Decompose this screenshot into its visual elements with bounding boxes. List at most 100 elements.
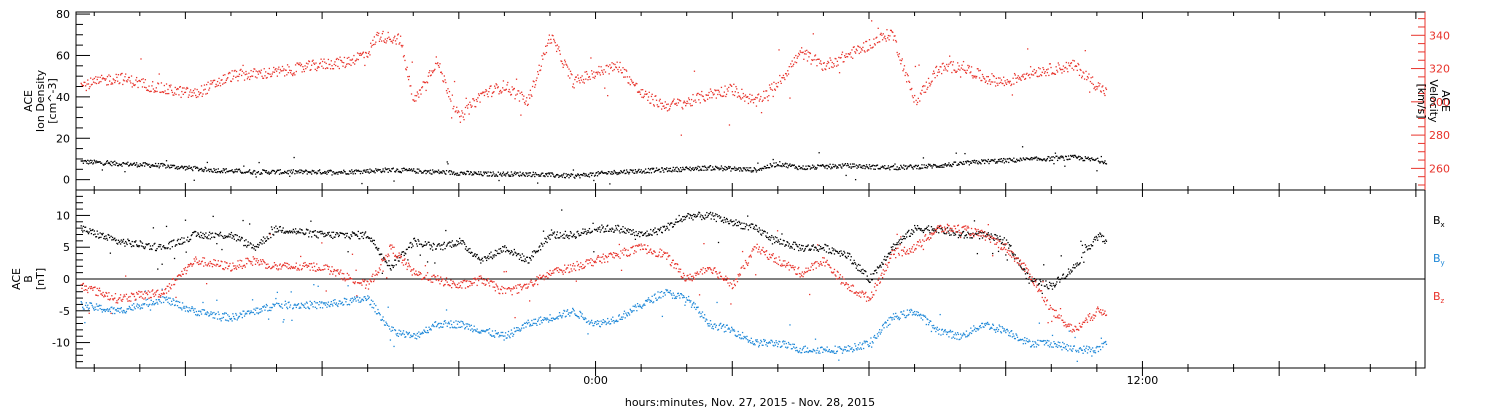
by-series-point xyxy=(222,313,224,315)
bx-series-point xyxy=(334,236,336,238)
velocity-series-point xyxy=(628,82,630,84)
velocity-series-point xyxy=(504,89,506,91)
ion-density-series-point xyxy=(830,168,832,170)
velocity-series-point xyxy=(708,91,710,94)
velocity-series-point xyxy=(970,71,972,73)
ion-density-series-point xyxy=(234,169,236,171)
bx-series-point xyxy=(997,237,999,239)
ion-density-series-point xyxy=(534,172,537,174)
velocity-series-point xyxy=(981,73,984,76)
by-series-point xyxy=(362,299,365,302)
bx-series-point xyxy=(539,245,541,247)
by-series-point xyxy=(431,325,433,327)
ion-density-series-point xyxy=(88,160,90,162)
by-series-point xyxy=(106,309,108,311)
bx-series-point xyxy=(587,229,589,232)
bx-series-point xyxy=(305,228,308,230)
ion-density-series-point xyxy=(173,164,176,167)
ion-density-series-point xyxy=(440,171,443,173)
by-series-point xyxy=(377,308,379,311)
ion-density-series-point xyxy=(1003,162,1006,164)
bx-series-point xyxy=(530,259,532,261)
bx-series-point xyxy=(297,232,299,234)
ion-density-series-point xyxy=(308,171,311,173)
by-series-point xyxy=(437,322,440,325)
by-series-point xyxy=(414,337,416,339)
bx-series-point xyxy=(456,244,459,246)
ion-density-series-point xyxy=(702,165,704,168)
by-series-point xyxy=(153,304,155,306)
by-series-point xyxy=(436,325,438,327)
bx-series-point xyxy=(470,251,472,253)
ion-density-series-point xyxy=(618,171,620,174)
velocity-series-point xyxy=(1029,77,1031,79)
by-series-point xyxy=(274,303,276,306)
ion-density-series-point xyxy=(440,172,442,174)
velocity-series-point xyxy=(519,92,521,94)
bx-series-point xyxy=(804,248,806,250)
velocity-series-point xyxy=(900,63,902,65)
bx-series-point xyxy=(375,247,377,249)
ion-density-series-point xyxy=(632,169,634,171)
ion-density-series-point xyxy=(909,164,911,166)
bx-series-point xyxy=(510,251,512,254)
velocity-series-point xyxy=(135,76,138,79)
bx-series-point xyxy=(537,250,539,253)
bx-series-point xyxy=(566,236,569,239)
velocity-series-point xyxy=(434,68,436,71)
velocity-series-point xyxy=(133,84,136,87)
by-series-point xyxy=(252,311,254,314)
by-series-point xyxy=(232,313,234,315)
ion-density-series-point xyxy=(257,171,259,174)
bx-series-point xyxy=(570,232,572,234)
ion-density-series-point xyxy=(375,169,378,171)
by-series-point xyxy=(230,318,232,321)
velocity-series-point xyxy=(352,62,354,64)
velocity-series-point xyxy=(550,42,553,44)
velocity-series-point xyxy=(409,85,411,87)
velocity-series-point xyxy=(205,93,207,95)
bx-series-point xyxy=(418,240,420,242)
velocity-series-point xyxy=(929,85,931,87)
bx-series-point xyxy=(884,259,887,261)
velocity-series-point xyxy=(206,92,209,95)
by-series-point xyxy=(408,331,410,334)
by-series-point xyxy=(270,306,273,309)
bx-series-point xyxy=(442,249,444,251)
velocity-series-point xyxy=(162,91,164,93)
velocity-series-point xyxy=(470,106,472,108)
by-series-point xyxy=(342,304,344,306)
velocity-series-point xyxy=(612,63,615,65)
by-series-point xyxy=(383,320,385,322)
bx-series-point xyxy=(803,250,805,252)
velocity-series-point xyxy=(330,60,332,62)
bx-series-point xyxy=(270,226,273,228)
velocity-series-point xyxy=(989,78,991,81)
ion-density-series-point xyxy=(985,160,987,162)
velocity-series-point xyxy=(710,90,712,93)
ion-density-series-point xyxy=(231,169,233,171)
velocity-series-point xyxy=(504,89,507,91)
ion-density-series-point xyxy=(1094,159,1096,162)
bx-series-point xyxy=(726,218,728,221)
bx-series-point xyxy=(643,233,645,235)
ion-density-series-point xyxy=(192,166,195,168)
velocity-series-point xyxy=(1041,71,1043,73)
velocity-series-point xyxy=(247,76,249,78)
bx-series-point xyxy=(938,232,940,234)
ion-density-series-point xyxy=(725,166,728,169)
bx-series-point xyxy=(246,244,249,247)
ion-density-series-point xyxy=(804,168,806,171)
ion-density-series-point xyxy=(751,169,753,172)
bx-series-point xyxy=(596,230,599,232)
bx-series-point xyxy=(863,270,866,272)
ion-density-series-point xyxy=(693,168,696,171)
bx-series-point xyxy=(876,272,878,274)
ion-density-series-point xyxy=(671,171,673,173)
ion-density-series-point xyxy=(310,173,313,175)
ion-density-series-point xyxy=(790,165,792,167)
ion-density-series-point xyxy=(629,169,631,171)
bx-series-point xyxy=(529,257,532,260)
bx-series-point xyxy=(838,252,840,255)
bx-series-point xyxy=(508,250,510,252)
